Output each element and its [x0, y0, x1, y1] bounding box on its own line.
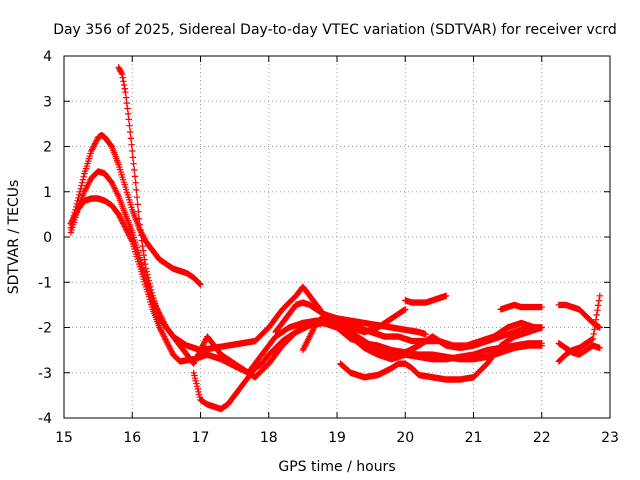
x-tick-label: 18	[260, 430, 278, 446]
series-markers	[402, 292, 450, 306]
plot-frame	[63, 55, 611, 419]
x-tick-label: 20	[396, 430, 414, 446]
x-tick-label: 19	[328, 430, 346, 446]
series-markers	[337, 324, 545, 383]
y-tick-label: 0	[43, 230, 52, 246]
y-tick-label: 1	[43, 185, 52, 201]
series-markers	[497, 301, 545, 313]
chart-title: Day 356 of 2025, Sidereal Day-to-day VTE…	[53, 22, 617, 38]
y-tick-label: 2	[43, 140, 52, 156]
y-axis-label: SDTVAR / TECUs	[6, 180, 22, 295]
series-track-8	[337, 324, 545, 383]
series-track-10	[497, 301, 545, 313]
series-track-11	[555, 301, 603, 331]
x-tick-label: 15	[55, 430, 73, 446]
x-tick-label: 21	[465, 430, 483, 446]
series-track-9	[402, 292, 450, 306]
x-tick-label: 17	[192, 430, 210, 446]
series-markers	[115, 64, 545, 376]
y-tick-label: -3	[38, 366, 52, 382]
y-tick-label: -2	[38, 321, 52, 337]
x-tick-label: 23	[601, 430, 619, 446]
y-tick-label: 3	[43, 94, 52, 110]
series-markers	[555, 340, 603, 358]
x-tick-label: 16	[123, 430, 141, 446]
series-layer	[67, 64, 603, 413]
series-markers	[299, 313, 545, 363]
x-tick-label: 22	[533, 430, 551, 446]
y-tick-label: 4	[43, 49, 52, 65]
series-track-13	[555, 340, 603, 358]
series-track-4	[115, 64, 545, 376]
x-axis-label: GPS time / hours	[278, 459, 395, 475]
y-tick-label: -4	[38, 411, 52, 427]
y-tick-label: -1	[38, 275, 52, 291]
